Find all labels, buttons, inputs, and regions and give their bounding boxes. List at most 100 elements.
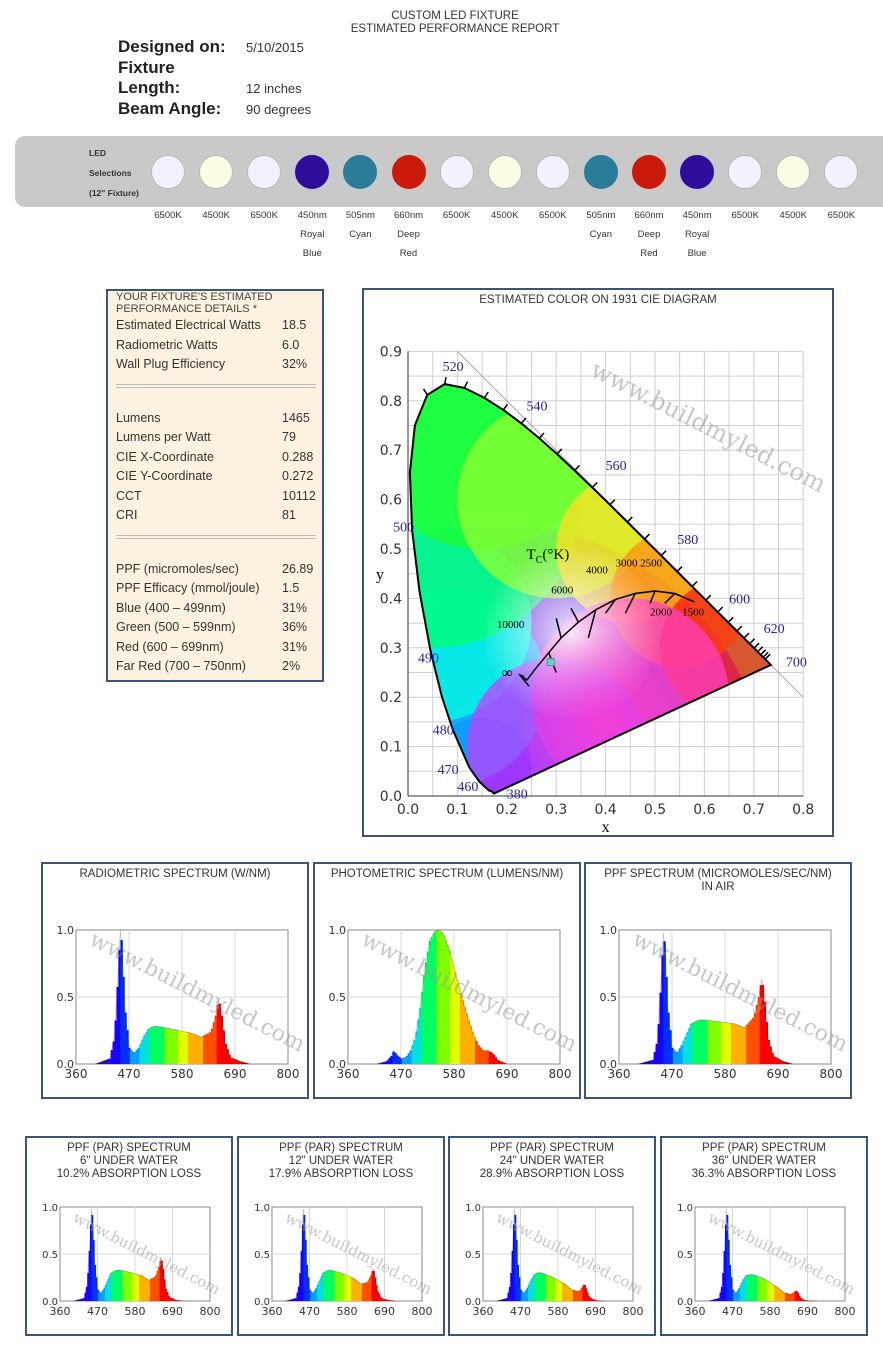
spectrum-bar — [722, 1273, 725, 1301]
spectrum-bar — [543, 1273, 545, 1301]
spectrum-bar — [459, 993, 463, 1064]
spectrum-bar — [748, 1274, 751, 1301]
spectrum-bar — [674, 1052, 678, 1064]
spectrum-bar — [165, 1288, 167, 1301]
spectrum-bar — [455, 978, 459, 1064]
led-dot — [776, 155, 811, 189]
plot-grid — [60, 1207, 210, 1301]
spectrum-bar — [556, 1279, 559, 1301]
spectrum-bar — [741, 1281, 744, 1301]
spectrum-bar — [798, 1295, 801, 1301]
spectrum-bar — [716, 1298, 719, 1301]
spectrum-bar — [504, 1298, 507, 1301]
x-tick-label: 690 — [374, 1305, 395, 1318]
spectrum-bar — [502, 1299, 505, 1301]
spectrum-bar — [318, 1281, 321, 1301]
y-tick-label: 0.7 — [380, 443, 402, 459]
led-label-line: (12" Fixture) — [89, 188, 139, 198]
led-dot — [583, 155, 618, 189]
y-tick-label: 0.0 — [465, 1297, 481, 1308]
spectrum-bar — [199, 1036, 202, 1064]
led-caption-line: Royal — [684, 229, 710, 240]
series-line — [496, 1208, 606, 1302]
spectrum-bar — [529, 1281, 532, 1301]
series-line — [638, 932, 793, 1065]
spectrum-bar — [523, 1292, 526, 1301]
spectrum-bar — [126, 1271, 129, 1301]
spectrum-bar — [751, 1018, 755, 1064]
spectrum-bar — [126, 1030, 129, 1064]
spectrum-bar — [559, 1281, 562, 1301]
designed-value: 5/10/2015 — [246, 40, 304, 55]
spectrum-bar — [337, 1272, 340, 1301]
spectrum-bar — [173, 1299, 176, 1301]
report-title-line1: CUSTOM LED FIXTURE — [391, 10, 519, 22]
spectrum-bar — [503, 1298, 506, 1301]
spectrum-bars — [95, 940, 251, 1064]
spectrum-bar — [114, 1020, 118, 1064]
spectrum-bar — [725, 1224, 727, 1301]
detail-value: 32% — [282, 357, 308, 371]
x-tick-label: 800 — [549, 1067, 572, 1081]
spectrum-bar — [755, 1275, 757, 1301]
spectrum-bar — [336, 1271, 339, 1301]
spectrum-bar — [723, 1250, 726, 1301]
led-caption: 505nm Cyan — [334, 206, 386, 244]
spectrum-bar — [690, 1023, 693, 1064]
led-caption-line: 660nm — [393, 210, 424, 221]
spectrum-bar — [746, 1024, 749, 1064]
detail-label: Green (500 – 599nm) — [116, 620, 236, 634]
x-tick-label: 580 — [337, 1305, 358, 1318]
series-line — [376, 929, 508, 1065]
spectrum-bar — [311, 1292, 314, 1301]
spectrum-bar — [498, 1060, 501, 1064]
locus-tick — [556, 448, 563, 455]
spectrum-bar — [389, 1300, 392, 1301]
x-tick-label: 470 — [722, 1305, 743, 1318]
spectrum-bar — [131, 1052, 135, 1064]
spectrum-bar — [366, 1282, 369, 1301]
detail-value: 10112 — [282, 488, 316, 503]
radiometric-spectrum-panel: RADIOMETRIC SPECTRUM (W/NM) 360 470 580 690… — [41, 862, 309, 1099]
spectrum-bar — [588, 1296, 590, 1301]
spectrum-bar — [370, 1275, 373, 1301]
spectrum-bar — [287, 1300, 289, 1301]
detail-label: Lumens — [116, 410, 161, 425]
spectrum-bar — [655, 1043, 659, 1064]
spectrum-bar — [715, 1021, 718, 1064]
y-tick-label: 1.0 — [57, 924, 75, 937]
spectrum-bar — [805, 1300, 808, 1301]
spectrum-bar — [701, 1019, 705, 1064]
spectrum-bar — [109, 1275, 112, 1301]
spectrum-bar — [137, 1047, 141, 1064]
cie-diagram-panel: ESTIMATED COLOR ON 1931 CIE DIAGRAM 0.0 0… — [362, 288, 834, 837]
spectrum-bar — [508, 1286, 511, 1301]
y-tick-label: 0.5 — [380, 542, 402, 558]
spectrum-bar — [423, 975, 426, 1064]
spectrum-bar — [573, 1290, 575, 1301]
spectrum-bar — [528, 1284, 530, 1301]
spectrum-bar — [347, 1275, 349, 1301]
spectrum-bar — [765, 1280, 768, 1301]
x-tick-label: 0.2 — [496, 802, 518, 818]
spectrum-bar — [775, 1057, 778, 1064]
series-line — [708, 1208, 818, 1302]
x-tick-label: 800 — [412, 1305, 433, 1318]
led-dot — [439, 155, 474, 189]
spectrum-bar — [492, 1054, 496, 1064]
spectrum-bar — [175, 1300, 178, 1301]
spectrum-bar — [120, 1270, 122, 1301]
led-caption: 6500K — [142, 206, 194, 225]
detail-label: Far Red (700 – 750nm) — [116, 659, 246, 673]
spectrum-bar — [517, 1264, 520, 1301]
chart-title: RADIOMETRIC SPECTRUM (W/NM) — [79, 868, 271, 880]
ppf-24in-chart: 360 470 580 690 8000.00.51.0www.buildmyled.c… — [465, 1203, 646, 1318]
spectrum-bar — [394, 1053, 397, 1064]
spectrum-bar — [730, 1277, 733, 1301]
x-tick-label: 360 — [685, 1305, 706, 1318]
spectrum-bar — [124, 1271, 127, 1301]
x-tick-label: 470 — [661, 1067, 684, 1081]
spectrum-bar — [760, 1277, 763, 1301]
spectrum-bar — [322, 1272, 325, 1301]
spectrum-bar — [163, 1279, 166, 1301]
